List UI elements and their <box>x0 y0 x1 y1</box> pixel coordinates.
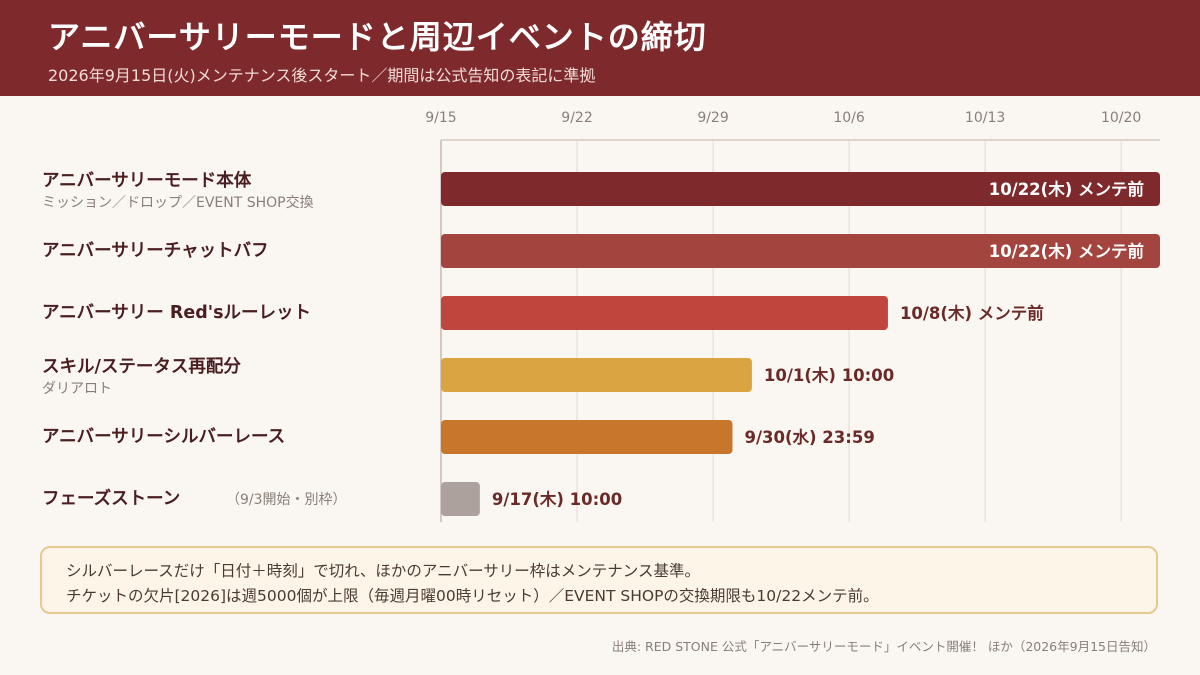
row-sublabel: ミッション／ドロップ／EVENT SHOP交換 <box>42 194 314 211</box>
data-label: 10/8(木) メンテ前 <box>900 303 1044 323</box>
x-tick-label: 10/13 <box>965 110 1005 126</box>
bar <box>441 172 1160 206</box>
data-label: 9/17(木) 10:00 <box>492 489 622 509</box>
row-note: （9/3開始・別枠） <box>226 492 347 508</box>
row-label: アニバーサリー Red'sルーレット <box>42 303 311 323</box>
bar <box>441 358 752 392</box>
x-tick-label: 9/29 <box>697 110 728 126</box>
bar <box>441 234 1160 268</box>
row-label: アニバーサリーチャットバフ <box>42 241 269 261</box>
note-line-1: シルバーレースだけ「日付＋時刻」で切れ、ほかのアニバーサリー枠はメンテナンス基準… <box>66 562 700 580</box>
row-label: アニバーサリーシルバーレース <box>42 427 285 447</box>
x-tick-label: 10/6 <box>833 110 865 126</box>
page-subtitle: 2026年9月15日(火)メンテナンス後スタート／期間は公式告知の表記に準拠 <box>48 66 596 85</box>
row-label: アニバーサリーモード本体 <box>42 170 252 191</box>
bar <box>441 482 480 516</box>
note-box: シルバーレースだけ「日付＋時刻」で切れ、ほかのアニバーサリー枠はメンテナンス基準… <box>40 546 1158 614</box>
bar <box>441 296 888 330</box>
page-title: アニバーサリーモードと周辺イベントの締切 <box>48 18 707 56</box>
x-tick-label: 9/22 <box>561 110 592 126</box>
header-banner: アニバーサリーモードと周辺イベントの締切 2026年9月15日(火)メンテナンス… <box>0 0 1200 96</box>
data-label: 9/30(水) 23:59 <box>744 427 874 447</box>
bar <box>441 420 733 454</box>
row-label: フェーズストーン <box>42 488 180 509</box>
row-label: スキル/ステータス再配分 <box>42 357 241 377</box>
data-label: 10/22(木) メンテ前 <box>989 241 1144 261</box>
x-tick-label: 9/15 <box>425 110 456 126</box>
x-tick-label: 10/20 <box>1101 110 1141 126</box>
data-label: 10/1(木) 10:00 <box>764 365 894 385</box>
row-sublabel: ダリアロト <box>42 381 112 397</box>
data-label: 10/22(木) メンテ前 <box>989 179 1144 199</box>
source-credit: 出典: RED STONE 公式「アニバーサリーモード」イベント開催！ ほか（2… <box>611 639 1156 654</box>
deadline-chart: 9/15 9/22 9/29 10/6 10/13 10/20 アニバーサリーモード本体ミッ… <box>42 110 1160 522</box>
note-line-2: チケットの欠片[2026]は週5000個が上限（毎週月曜00時リセット）／EVE… <box>66 587 879 605</box>
